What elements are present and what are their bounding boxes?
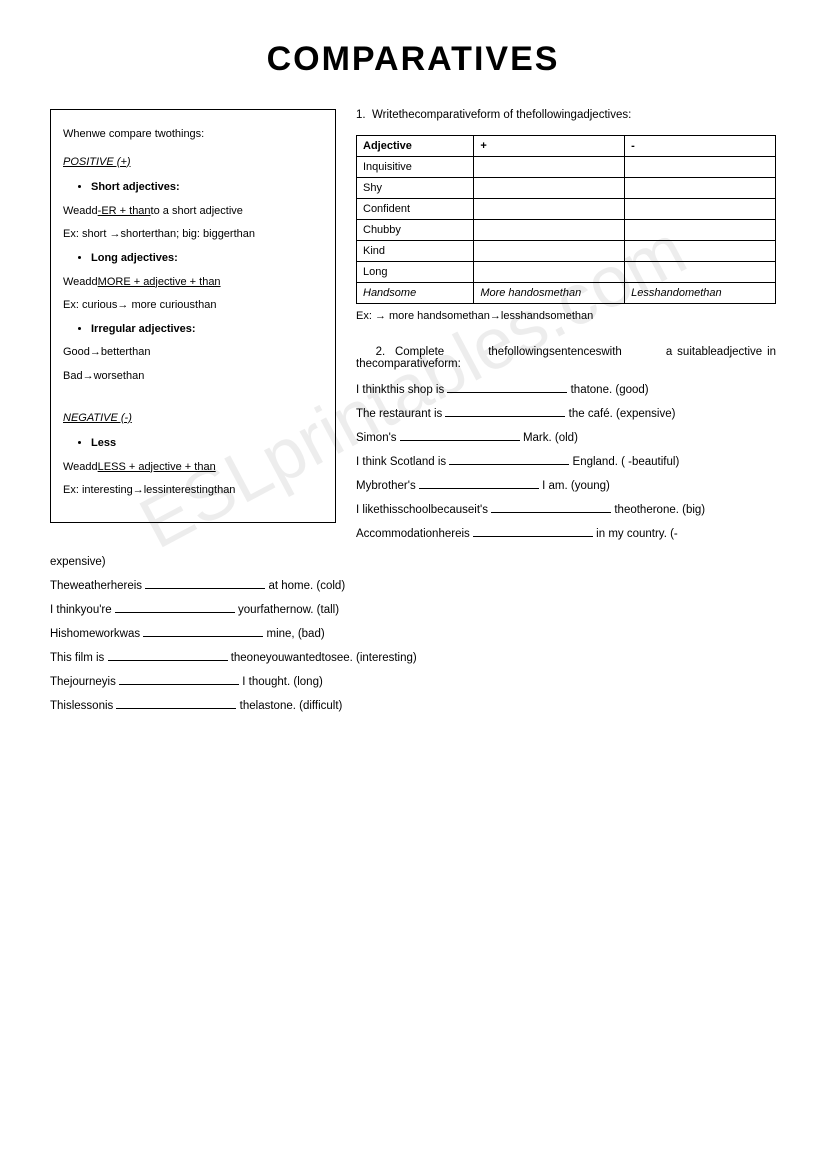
blank-input[interactable] [145, 588, 265, 589]
short-adj-heading: Short adjectives: [91, 179, 323, 197]
sentence-12: Thejourneyis I thought. (long) [50, 676, 776, 688]
sentence-7: Accommodationhereis in my country. (- [356, 528, 776, 540]
table-row: Inquisitive [357, 157, 776, 178]
blank-input[interactable] [143, 636, 263, 637]
table-row: HandsomeMore handosmethanLesshandomethan [357, 283, 776, 304]
less-rule: WeaddLESS + adjective + than [63, 459, 323, 477]
sentences-full: expensive) Theweatherhereis at home. (co… [50, 556, 776, 712]
table-row: Long [357, 262, 776, 283]
col-plus: + [474, 136, 625, 157]
exercise-1-instruction: 1. Writethecomparativeform of thefollowi… [356, 109, 776, 121]
long-example: Ex: curious→ more curiousthan [63, 297, 323, 315]
col-minus: - [625, 136, 776, 157]
irregular-2: Bad→worsethan [63, 368, 323, 386]
sentence-2: The restaurant is the café. (expensive) [356, 408, 776, 420]
sentences-narrow: I thinkthis shop is thatone. (good) The … [356, 384, 776, 540]
blank-input[interactable] [473, 536, 593, 537]
exercise-1-example: Ex: → more handsomethan→lesshandsomethan [356, 310, 776, 322]
sentence-3: Simon's Mark. (old) [356, 432, 776, 444]
table-row: Confident [357, 199, 776, 220]
table-row: Kind [357, 241, 776, 262]
sentence-6: I likethisschoolbecauseit's theotherone.… [356, 504, 776, 516]
short-example: Ex: short →shorterthan; big: biggerthan [63, 226, 323, 244]
positive-heading: POSITIVE (+) [63, 154, 323, 172]
table-row: Shy [357, 178, 776, 199]
blank-input[interactable] [108, 660, 228, 661]
sentence-5: Mybrother's I am. (young) [356, 480, 776, 492]
negative-heading: NEGATIVE (-) [63, 410, 323, 428]
sentence-13: Thislessonis thelastone. (difficult) [50, 700, 776, 712]
blank-input[interactable] [116, 708, 236, 709]
blank-input[interactable] [115, 612, 235, 613]
sentence-7-cont: expensive) [50, 556, 776, 568]
right-column: 1. Writethecomparativeform of thefollowi… [356, 109, 776, 552]
sentence-8: Theweatherhereis at home. (cold) [50, 580, 776, 592]
page-title: COMPARATIVES [50, 40, 776, 79]
less-example: Ex: interesting→lessinterestingthan [63, 482, 323, 500]
less-heading: Less [91, 435, 323, 453]
adjective-table: Adjective + - Inquisitive Shy Confident … [356, 135, 776, 304]
long-adj-heading: Long adjectives: [91, 250, 323, 268]
table-row: Chubby [357, 220, 776, 241]
rules-intro: Whenwe compare twothings: [63, 126, 323, 144]
exercise-2-instruction: 2. Complete thefollowingsentenceswith a … [356, 346, 776, 370]
sentence-1: I thinkthis shop is thatone. (good) [356, 384, 776, 396]
sentence-10: Hishomeworkwas mine, (bad) [50, 628, 776, 640]
blank-input[interactable] [447, 392, 567, 393]
top-columns: Whenwe compare twothings: POSITIVE (+) S… [50, 109, 776, 552]
sentence-11: This film is theoneyouwantedtosee. (inte… [50, 652, 776, 664]
irregular-1: Good→betterthan [63, 344, 323, 362]
col-adjective: Adjective [357, 136, 474, 157]
blank-input[interactable] [491, 512, 611, 513]
rules-box: Whenwe compare twothings: POSITIVE (+) S… [50, 109, 336, 523]
sentence-4: I think Scotland is England. ( -beautifu… [356, 456, 776, 468]
irregular-heading: Irregular adjectives: [91, 321, 323, 339]
blank-input[interactable] [119, 684, 239, 685]
blank-input[interactable] [445, 416, 565, 417]
blank-input[interactable] [400, 440, 520, 441]
long-rule: WeaddMORE + adjective + than [63, 274, 323, 292]
sentence-9: I thinkyou're yourfathernow. (tall) [50, 604, 776, 616]
short-rule: Weadd-ER + thanto a short adjective [63, 203, 323, 221]
blank-input[interactable] [419, 488, 539, 489]
worksheet-page: ESLprintables.com COMPARATIVES Whenwe co… [0, 0, 826, 774]
blank-input[interactable] [449, 464, 569, 465]
table-header-row: Adjective + - [357, 136, 776, 157]
